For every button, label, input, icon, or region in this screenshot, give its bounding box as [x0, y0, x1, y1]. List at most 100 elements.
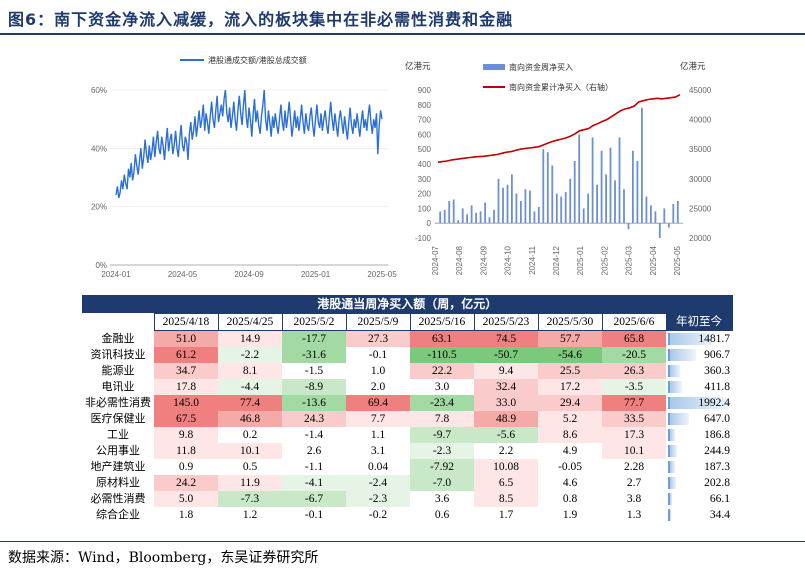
table-cell: 145.0 — [154, 395, 218, 411]
table-cell: 5.2 — [538, 411, 602, 427]
weekly-flow-bar — [484, 202, 486, 224]
table-cell: -0.1 — [282, 507, 346, 523]
flow-left-tick-label: 400 — [418, 160, 432, 169]
table-cell: -8.9 — [282, 379, 346, 395]
ytd-value: 1481.7 — [698, 333, 730, 345]
weekly-flow-bar — [600, 150, 603, 224]
table-cell: 1.2 — [218, 507, 282, 523]
table-cell: 11.9 — [218, 475, 282, 491]
ytd-data-bar — [668, 509, 671, 521]
source-note: 数据来源：Wind，Bloomberg，东吴证券研究所 — [8, 550, 319, 566]
weekly-flow-bar — [479, 211, 482, 224]
table-cell: -5.6 — [474, 427, 538, 443]
table-row-label: 非必需性消费 — [85, 396, 151, 409]
weekly-flow-bar — [488, 217, 491, 224]
ytd-data-bar — [668, 493, 672, 505]
table-row: 工业 9.8 0.2 -1.4 1.1 -9.7 -5.6 8.6 17.3 186.8 — [82, 427, 732, 443]
table-ytd-cell: 1481.7 — [666, 331, 732, 348]
ytd-value: 1992.4 — [698, 397, 730, 409]
figure-title: 图6：南下资金净流入减缓，流入的板块集中在非必需性消费和金融 — [8, 10, 514, 29]
table-cell: 2.7 — [602, 475, 666, 491]
weekly-flow-bar — [461, 208, 464, 224]
table-cell: 2.0 — [346, 379, 410, 395]
ytd-value: 202.8 — [704, 477, 730, 489]
table-cell: 33.0 — [474, 395, 538, 411]
table-row: 资讯科技业 61.2 -2.2 -31.6 -0.1 -110.5 -50.7 -54.6 -2… — [82, 347, 732, 363]
table-cell: 7.7 — [346, 411, 410, 427]
table-column-header: 2025/5/2 — [281, 313, 347, 331]
flow-left-tick-label: -100 — [415, 234, 432, 243]
weekly-flow-bar — [596, 184, 598, 224]
ytd-value: 187.3 — [704, 461, 730, 473]
table-title: 港股通当周净买入额（周，亿元） — [82, 295, 733, 313]
table-row: 非必需性消费 145.0 77.4 -13.6 69.4 -23.4 33.0 29.4 77.… — [82, 395, 732, 411]
table-cell: -0.1 — [346, 347, 410, 363]
table-row-label: 金融业 — [101, 331, 135, 345]
table-column-header: 2025/5/16 — [409, 313, 475, 331]
flow-chart-line — [437, 93, 681, 163]
flow-right-tick-label: 25000 — [689, 204, 712, 213]
flow-chart-bars — [439, 107, 679, 238]
table-cell: 0.5 — [218, 459, 282, 475]
table-header-corner — [82, 314, 154, 331]
weekly-flow-bar — [511, 174, 513, 224]
weekly-flow-bar — [551, 165, 554, 224]
ytd-data-bar — [668, 413, 689, 425]
table-row: 综合企业 1.8 1.2 -0.1 -0.2 0.6 1.7 1.9 1.3 34.4 — [82, 507, 732, 523]
ratio-chart-plot — [115, 89, 383, 199]
weekly-flow-bar — [560, 196, 563, 224]
cumulative-flow-line — [437, 93, 681, 163]
weekly-flow-bar — [520, 201, 522, 224]
weekly-flow-bar — [569, 178, 572, 224]
table-cell: 1.1 — [346, 427, 410, 443]
flow-x-tick-label: 2024-12 — [552, 245, 561, 275]
flow-x-tick-label: 2024-10 — [504, 245, 513, 275]
table-header-row: 2025/4/18 2025/4/25 2025/5/2 2025/5/9 2025/5… — [82, 313, 733, 331]
table-cell: 34.7 — [154, 363, 218, 379]
weekly-flow-bar — [605, 174, 607, 224]
table-cell: 10.1 — [218, 443, 282, 459]
weekly-flow-bar — [676, 201, 679, 224]
flow-x-tick-label: 2024-08 — [455, 245, 464, 275]
table-cell: 5.0 — [154, 491, 218, 507]
weekly-flow-bar — [457, 220, 460, 224]
table-cell: 74.5 — [474, 330, 538, 347]
table-cell: -2.4 — [346, 475, 410, 491]
weekly-flow-bar — [663, 208, 666, 224]
ratio-x-tick-label: 2025-01 — [301, 270, 331, 279]
flow-left-tick-label: 200 — [418, 190, 432, 199]
table-row: 地产建筑业 0.9 0.5 -1.1 0.04 -7.92 10.08 -0.05 2.28 18… — [82, 459, 732, 475]
weekly-flow-bar — [618, 137, 621, 224]
table-cell: 8.6 — [538, 427, 602, 443]
table-cell: 61.2 — [154, 347, 218, 363]
table-cell: -1.4 — [282, 427, 346, 443]
table-cell: -0.2 — [346, 507, 410, 523]
flow-x-tick-label: 2025-04 — [649, 245, 658, 275]
weekly-flow-bar — [542, 149, 545, 224]
table-cell: -17.7 — [282, 330, 346, 347]
weekly-flow-bar — [497, 178, 500, 224]
table-row: 原材料业 24.2 11.9 -4.1 -2.4 -7.0 6.5 4.6 2.7 202.8 — [82, 475, 732, 491]
flow-chart-legend: 南向资金周净买入 南向资金累计净买入（右轴） — [483, 62, 613, 92]
table-row: 能源业 34.7 8.1 -1.5 1.0 22.2 9.4 25.5 26.3 360.3 — [82, 363, 732, 379]
legend-label-cumulative: 南向资金累计净买入（右轴） — [509, 82, 613, 92]
table-row: 电讯业 17.8 -4.4 -8.9 2.0 3.0 32.4 17.2 -3.5 411.8 — [82, 379, 732, 395]
table-cell: 24.2 — [154, 475, 218, 491]
table-row-label: 能源业 — [101, 364, 135, 377]
ratio-x-tick-label: 2024-01 — [101, 270, 131, 279]
ytd-data-bar — [668, 461, 676, 473]
flow-left-tick-label: 900 — [418, 86, 432, 95]
table-cell: 46.8 — [218, 411, 282, 427]
table-cell: -6.7 — [282, 491, 346, 507]
table-cell: 69.4 — [346, 395, 410, 411]
table-row-label: 资讯科技业 — [90, 348, 146, 361]
weekly-flow-bar — [645, 196, 648, 224]
table-cell: 26.3 — [602, 363, 666, 379]
ytd-data-bar — [668, 477, 676, 489]
figure-title-bar: 图6：南下资金净流入减缓，流入的板块集中在非必需性消费和金融 — [0, 0, 805, 36]
legend-label-ratio: 港股通成交额/港股总成交额 — [208, 55, 307, 65]
ytd-value: 360.3 — [704, 365, 730, 377]
weekly-flow-bar — [546, 152, 549, 224]
table-cell: -2.3 — [346, 491, 410, 507]
table-cell: 0.8 — [538, 491, 602, 507]
